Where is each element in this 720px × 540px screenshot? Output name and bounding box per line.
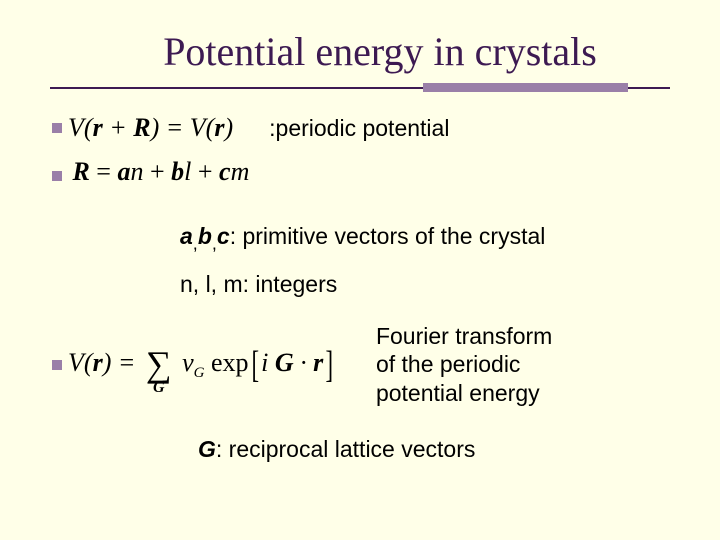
reciprocal-desc: G: reciprocal lattice vectors: [198, 436, 670, 463]
rule-accent: [423, 83, 628, 92]
equation-row-1: V(r + R) = V(r) :periodic potential: [52, 113, 670, 143]
slide-container: Potential energy in crystals V(r + R) = …: [0, 0, 720, 493]
integers-desc: n, l, m: integers: [180, 271, 670, 298]
bullet-icon: [52, 171, 62, 181]
periodic-label: :periodic potential: [269, 115, 449, 142]
equation-3: V(r) = ∑G vG exp[i G · r]: [68, 343, 336, 387]
equation-2: R = an + bl + cm: [72, 157, 249, 186]
equation-1: V(r + R) = V(r): [68, 113, 233, 143]
bullet-icon: [52, 123, 62, 133]
bullet-icon: [52, 360, 62, 370]
slide-title: Potential energy in crystals: [50, 28, 670, 75]
equation-row-3: V(r) = ∑G vG exp[i G · r] Fourier transf…: [50, 322, 670, 408]
title-rule: [50, 83, 670, 93]
equation-row-2: R = an + bl + cm: [52, 157, 670, 187]
primitive-vectors-desc: a,b,c: primitive vectors of the crystal: [180, 223, 670, 255]
fourier-desc: Fourier transform of the periodic potent…: [376, 322, 576, 408]
